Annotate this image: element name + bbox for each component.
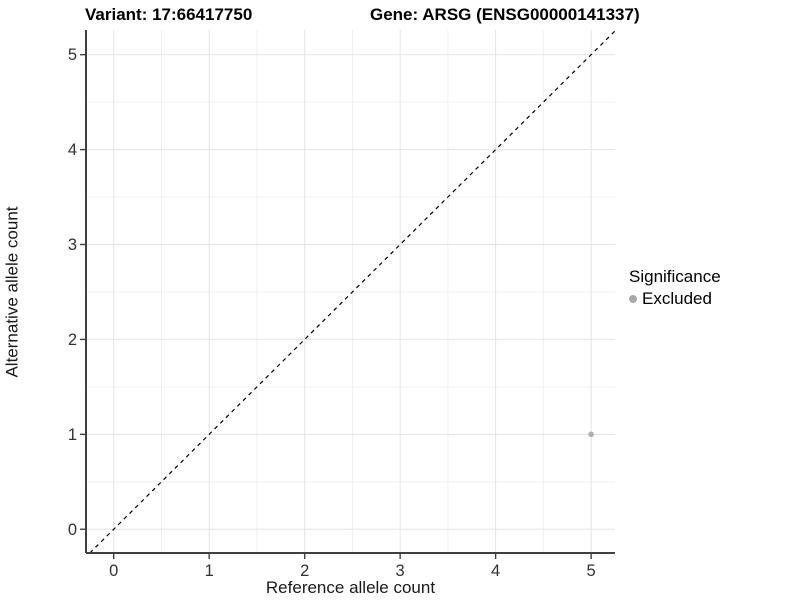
x-tick-label: 4 (491, 562, 500, 580)
gene-title: Gene: ARSG (ENSG00000141337) (370, 5, 640, 24)
x-tick-label: 5 (587, 562, 596, 580)
y-tick-label: 5 (68, 46, 77, 64)
x-tick-label: 0 (109, 562, 118, 580)
excluded-point-icon (629, 295, 637, 303)
data-point-excluded (588, 431, 594, 438)
variant-title: Variant: 17:66417750 (85, 5, 253, 24)
y-tick-label: 2 (68, 331, 77, 349)
y-tick-label: 3 (68, 236, 77, 254)
legend-entry-excluded: Excluded (629, 289, 721, 309)
y-tick-label: 4 (68, 141, 77, 159)
identity-reference-line (89, 30, 616, 554)
legend-entry-label: Excluded (642, 289, 712, 308)
x-tick-label: 1 (205, 562, 214, 580)
y-tick-label: 1 (68, 426, 77, 444)
x-axis-title: Reference allele count (265, 578, 436, 597)
y-axis-title: Alternative allele count (2, 206, 21, 378)
x-tick-label: 3 (396, 562, 405, 580)
legend-title: Significance (629, 267, 721, 286)
x-tick-label: 2 (300, 562, 309, 580)
y-tick-label: 0 (68, 521, 77, 539)
legend: Significance Excluded (629, 266, 721, 309)
